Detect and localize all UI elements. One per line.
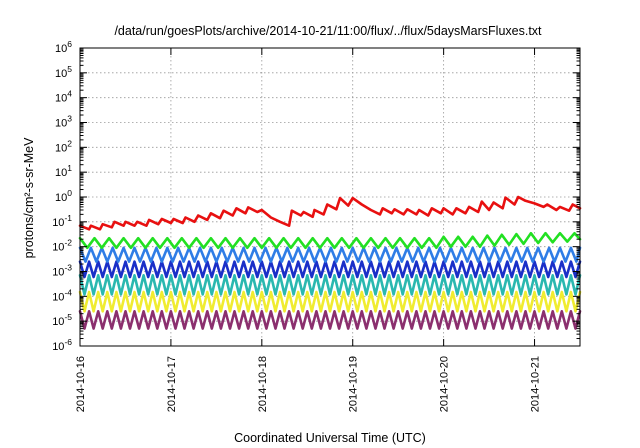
- y-tick-label: 100: [55, 188, 72, 204]
- series-line: [78, 231, 582, 250]
- y-axis-label: protons/cm²-s-sr-MeV: [22, 137, 36, 259]
- series-line: [78, 260, 582, 279]
- y-tick-label: 10-2: [52, 238, 72, 254]
- x-tick-label: 2014-10-19: [348, 356, 360, 412]
- x-tick-label: 2014-10-16: [75, 356, 87, 412]
- y-tick-label: 106: [55, 39, 72, 55]
- x-axis-label: Coordinated Universal Time (UTC): [234, 431, 426, 445]
- y-tick-label: 101: [55, 163, 72, 179]
- y-tick-label: 10-1: [52, 213, 72, 229]
- x-tick-label: 2014-10-17: [166, 356, 178, 412]
- y-tick-label: 105: [55, 64, 72, 80]
- series-line: [78, 310, 582, 330]
- y-tick-label: 10-6: [52, 337, 72, 353]
- y-tick-label: 10-4: [52, 287, 72, 303]
- y-tick-label: 10-3: [52, 263, 72, 279]
- series-line: [78, 290, 582, 313]
- y-tick-label: 102: [55, 138, 72, 154]
- axis-ticks: [79, 47, 580, 347]
- series-line: [78, 246, 582, 263]
- x-tick-label: 2014-10-18: [257, 356, 269, 412]
- series-line: [78, 195, 582, 231]
- x-tick-label: 2014-10-20: [439, 356, 451, 412]
- y-tick-label: 103: [55, 114, 72, 130]
- y-tick-label: 104: [55, 89, 72, 105]
- x-axis-tick-labels: 2014-10-16 2014-10-17 2014-10-18 2014-10-19…: [75, 356, 542, 412]
- series-group: [78, 195, 582, 330]
- chart-title: /data/run/goesPlots/archive/2014-10-21/1…: [114, 24, 542, 38]
- y-tick-label: 10-5: [52, 312, 72, 328]
- y-axis-tick-labels: 10-6 10-5 10-4 10-3 10-2 10-1 100 101 102 103 104 1…: [52, 39, 72, 353]
- x-tick-label: 2014-10-21: [530, 356, 542, 412]
- series-line: [78, 274, 582, 296]
